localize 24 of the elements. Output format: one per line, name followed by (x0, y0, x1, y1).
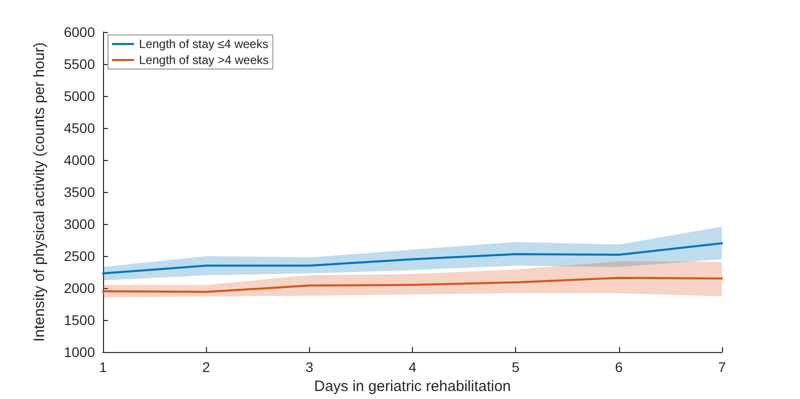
x-tick-label: 4 (408, 359, 417, 376)
y-tick-label: 2000 (64, 280, 96, 296)
y-tick-label: 4000 (64, 152, 96, 168)
y-tick-label: 6000 (64, 24, 96, 40)
y-tick-label: 3500 (64, 184, 96, 200)
y-tick-label: 3000 (64, 216, 96, 232)
line-series (102, 276, 723, 293)
x-tick-label: 5 (512, 359, 520, 376)
x-tick-label: 1 (99, 359, 108, 376)
line-series (102, 242, 723, 274)
x-axis-title: Days in geriatric rehabilitation (314, 378, 511, 395)
legend-label: Length of stay ≤4 weeks (139, 37, 268, 51)
x-tick-label: 2 (202, 359, 210, 376)
y-tick-label: 5000 (64, 88, 96, 104)
legend-label: Length of stay >4 weeks (139, 53, 269, 67)
x-tick-label: 7 (718, 359, 726, 376)
x-tick-label: 6 (614, 359, 623, 376)
y-tick-label: 1500 (64, 312, 96, 328)
x-tick-label: 3 (305, 359, 314, 376)
y-tick-label: 5500 (64, 56, 96, 72)
y-axis-title: Intensity of physical activity (counts per hour) (31, 42, 48, 342)
y-tick-label: 2500 (64, 248, 96, 264)
y-tick-label: 1000 (64, 344, 96, 360)
y-tick-label: 4500 (64, 120, 96, 136)
